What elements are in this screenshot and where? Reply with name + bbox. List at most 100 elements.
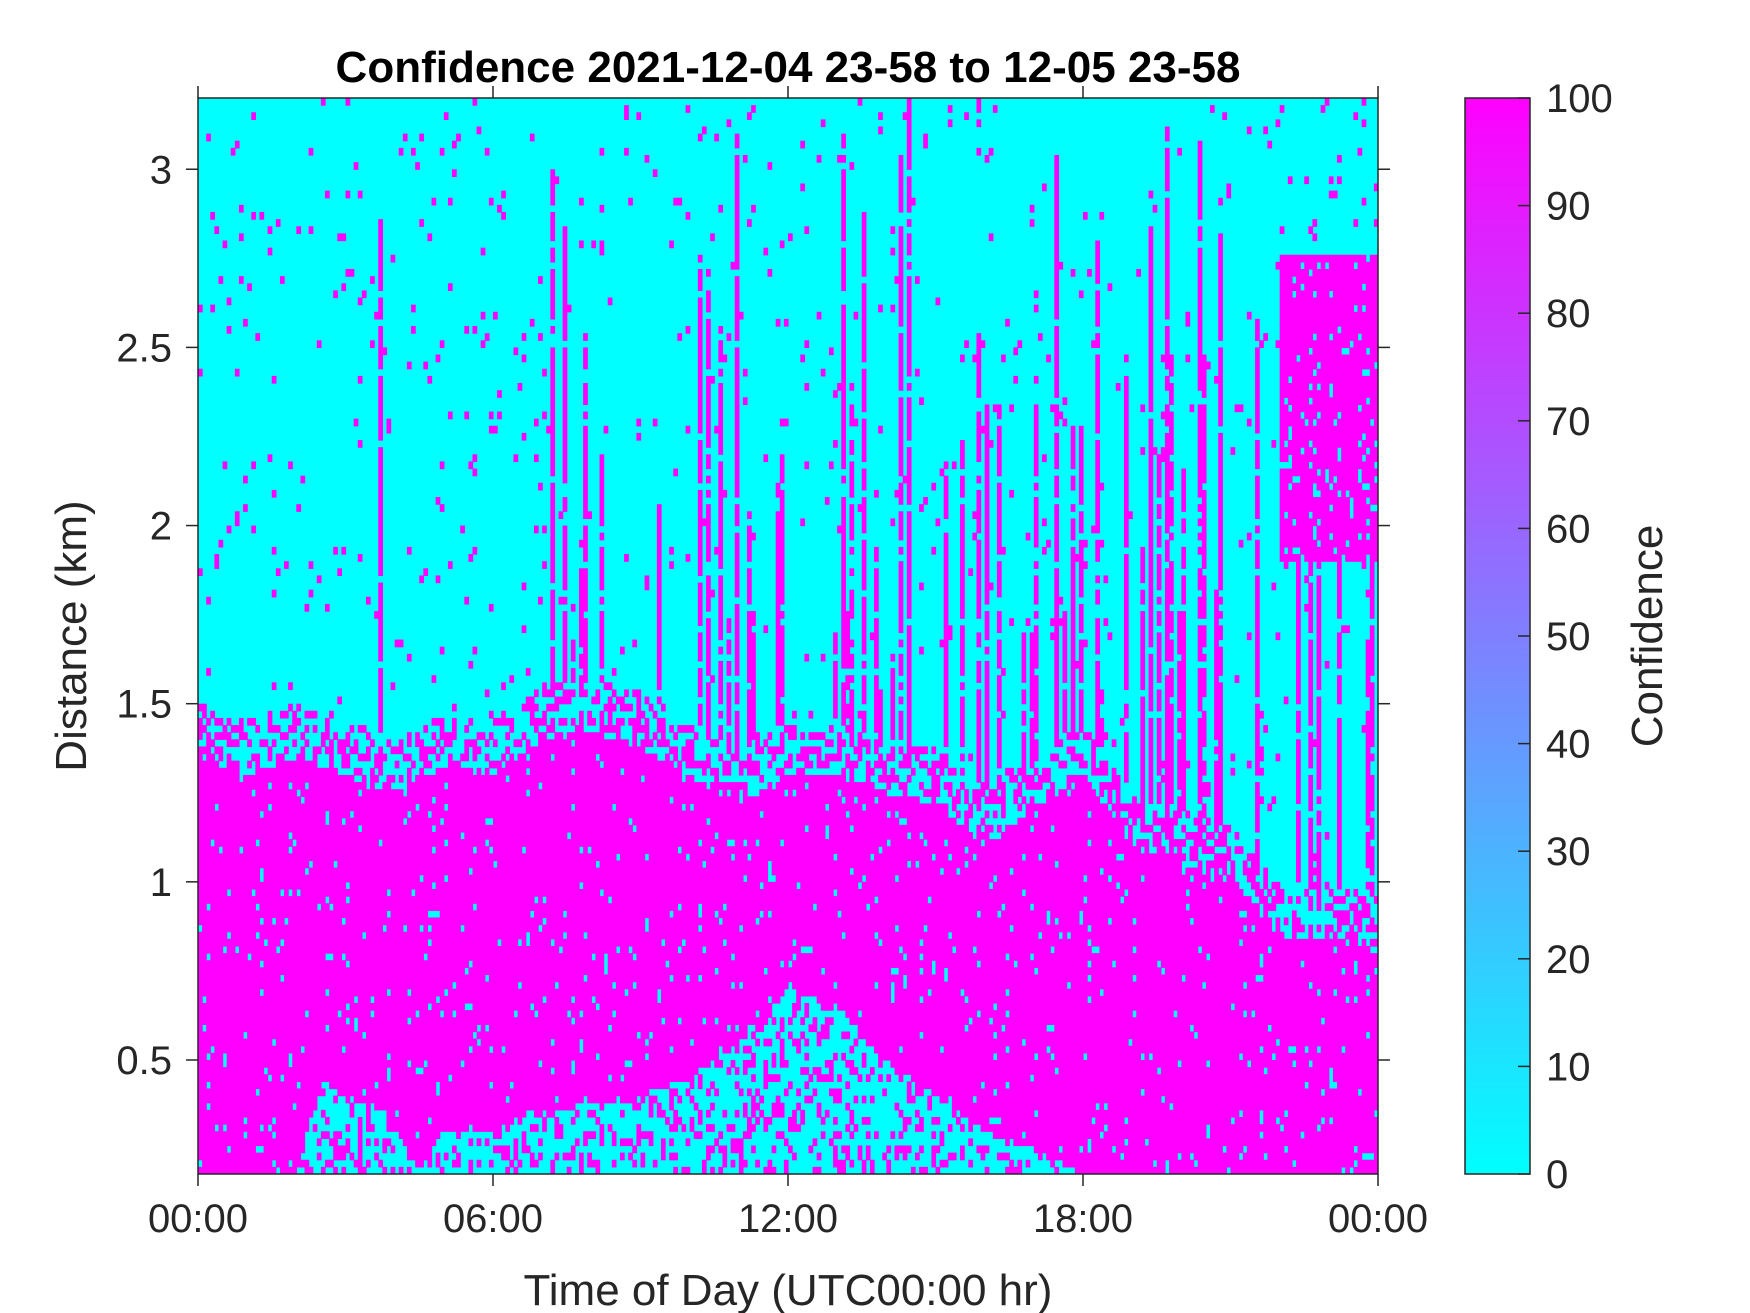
heatmap-cell [1263, 896, 1268, 1068]
heatmap-cell [747, 753, 752, 776]
heatmap-cell [710, 1145, 715, 1154]
heatmap-cell [1050, 632, 1055, 641]
heatmap-cell [849, 589, 855, 619]
heatmap-cell [857, 710, 863, 719]
heatmap-cell [1091, 953, 1096, 1118]
colorbar-tick-label: 30 [1546, 830, 1591, 874]
heatmap-cell [1058, 789, 1064, 933]
heatmap-cell [751, 1052, 756, 1068]
heatmap-cell [1107, 782, 1113, 805]
heatmap-cell [1312, 881, 1318, 890]
heatmap-cell [402, 796, 408, 819]
heatmap-cell [1021, 860, 1027, 890]
heatmap-cell [955, 789, 961, 805]
heatmap-cell [300, 803, 306, 1047]
heatmap-cell [874, 903, 879, 933]
heatmap-cell [820, 732, 826, 740]
heatmap-cell [1369, 774, 1375, 812]
heatmap-cell [1169, 532, 1174, 541]
heatmap-cell [677, 760, 683, 847]
heatmap-cell [550, 347, 556, 477]
heatmap-cell [599, 896, 605, 1111]
heatmap-cell [357, 297, 363, 306]
heatmap-cell [251, 525, 256, 534]
heatmap-cell [1107, 846, 1113, 876]
heatmap-cell [558, 953, 564, 1111]
heatmap-cell [747, 219, 752, 227]
heatmap-cell [1066, 746, 1072, 755]
heatmap-cell [1107, 810, 1113, 840]
heatmap-cell [1033, 739, 1039, 762]
heatmap-cell [1328, 489, 1334, 505]
heatmap-cell [234, 739, 240, 748]
heatmap-cell [550, 589, 556, 641]
heatmap-cell [1255, 839, 1260, 876]
heatmap-cell [288, 760, 293, 783]
heatmap-cell [632, 717, 638, 826]
heatmap-cell [300, 732, 306, 740]
heatmap-cell [579, 539, 584, 548]
heatmap-cell [468, 1010, 474, 1047]
heatmap-cell [259, 1152, 265, 1174]
heatmap-cell [435, 497, 441, 505]
heatmap-cell [1234, 881, 1240, 1174]
heatmap-cell [529, 1124, 535, 1132]
heatmap-cell [1169, 639, 1174, 662]
heatmap-cell [640, 710, 646, 719]
heatmap-cell [1177, 1067, 1182, 1154]
heatmap-cell [325, 995, 330, 1025]
heatmap-cell [898, 1145, 904, 1154]
heatmap-cell [517, 383, 523, 391]
heatmap-cell [812, 1067, 818, 1075]
heatmap-cell [935, 1145, 941, 1154]
heatmap-cell [554, 682, 560, 691]
heatmap-cell [1214, 760, 1219, 833]
heatmap-cell [198, 931, 203, 1161]
heatmap-cell [550, 646, 556, 698]
heatmap-cell [1255, 318, 1260, 341]
heatmap-cell [890, 668, 896, 740]
heatmap-cell [906, 176, 912, 213]
heatmap-cell [456, 133, 461, 142]
heatmap-cell [656, 739, 662, 748]
heatmap-cell [374, 1138, 379, 1147]
heatmap-cell [1078, 425, 1084, 505]
heatmap-cell [1132, 796, 1137, 826]
heatmap-cell [775, 511, 781, 726]
heatmap-cell [898, 333, 904, 391]
heatmap-cell [1263, 1074, 1268, 1154]
heatmap-cell [325, 1131, 330, 1139]
heatmap-cell [960, 753, 965, 762]
heatmap-cell [365, 596, 371, 605]
heatmap-cell [214, 226, 220, 234]
heatmap-cell [710, 1081, 715, 1090]
heatmap-cell [1095, 767, 1100, 776]
heatmap-cell [697, 931, 703, 976]
heatmap-cell [521, 753, 527, 847]
heatmap-cell [484, 333, 490, 341]
heatmap-cell [763, 247, 769, 256]
heatmap-cell [1005, 1166, 1010, 1174]
heatmap-cell [976, 119, 982, 128]
heatmap-cell [357, 190, 363, 199]
heatmap-cell [931, 1116, 937, 1125]
heatmap-cell [1169, 1109, 1174, 1174]
heatmap-cell [1222, 112, 1228, 120]
heatmap-cell [234, 140, 240, 149]
y-tick-label: 3 [150, 148, 172, 192]
heatmap [198, 98, 1378, 1174]
heatmap-cell [345, 98, 351, 106]
heatmap-cell [1001, 710, 1006, 719]
heatmap-cell [304, 603, 310, 612]
heatmap-cell [804, 383, 810, 391]
heatmap-cell [771, 1052, 777, 1068]
heatmap-cell [1337, 896, 1342, 904]
heatmap-cell [1373, 974, 1378, 1111]
heatmap-cell [1304, 176, 1309, 185]
heatmap-cell [988, 888, 994, 1018]
heatmap-cell [755, 1017, 760, 1033]
heatmap-cell [329, 1138, 334, 1147]
heatmap-cell [1193, 1038, 1199, 1161]
heatmap-cell [206, 960, 211, 1054]
heatmap-cell [923, 846, 928, 926]
